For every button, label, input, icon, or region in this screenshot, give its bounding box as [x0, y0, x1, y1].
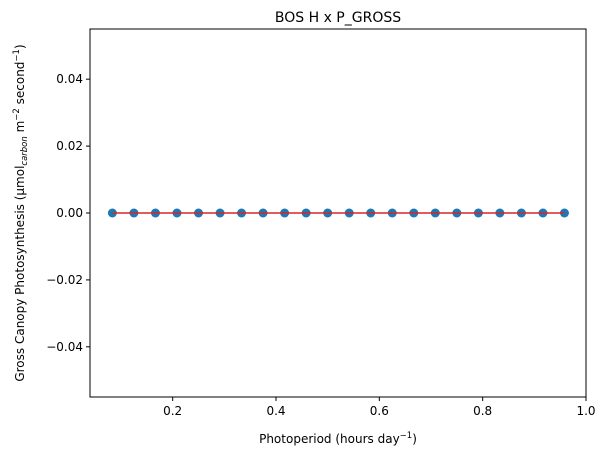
y-axis-label: Gross Canopy Photosynthesis (μmolcarbon …: [12, 44, 30, 381]
x-tick-label: 1.0: [576, 404, 595, 418]
x-axis-label-exponent: −1: [400, 431, 413, 441]
x-tick-label: 0.8: [473, 404, 492, 418]
y-axis-label-subscript: carbon: [20, 136, 30, 165]
y-axis-label-close: ): [13, 44, 27, 49]
x-tick-label: 0.4: [266, 404, 285, 418]
y-tick-label: 0.02: [56, 139, 83, 153]
y-tick-label: −0.02: [46, 273, 83, 287]
x-axis-ticks: 0.2 0.4 0.6 0.8 1.0: [163, 397, 596, 418]
plot-area: 0.2 0.4 0.6 0.8 1.0 −0.04 −0.02 0.00 0.02 0.04: [46, 28, 596, 418]
x-tick-label: 0.6: [370, 404, 389, 418]
series-layer: [107, 208, 569, 218]
y-tick-label: 0.04: [56, 72, 83, 86]
x-axis-label-close: ): [412, 432, 417, 446]
y-axis-label-unit-second: second: [13, 62, 27, 109]
y-axis-label-exponent-1: −2: [12, 108, 22, 121]
y-axis-ticks: −0.04 −0.02 0.00 0.02 0.04: [46, 72, 90, 354]
y-axis-label-text: Gross Canopy Photosynthesis (μmol: [13, 166, 27, 382]
y-tick-label: −0.04: [46, 340, 83, 354]
x-tick-label: 0.2: [163, 404, 182, 418]
y-axis-label-exponent-2: −1: [12, 49, 22, 62]
x-axis-label-text: Photoperiod (hours day: [259, 432, 400, 446]
x-axis-label: Photoperiod (hours day−1): [259, 431, 417, 446]
y-axis-label-unit-m: m: [13, 121, 27, 137]
y-tick-label: 0.00: [56, 206, 83, 220]
chart-title: BOS H x P_GROSS: [275, 10, 401, 26]
